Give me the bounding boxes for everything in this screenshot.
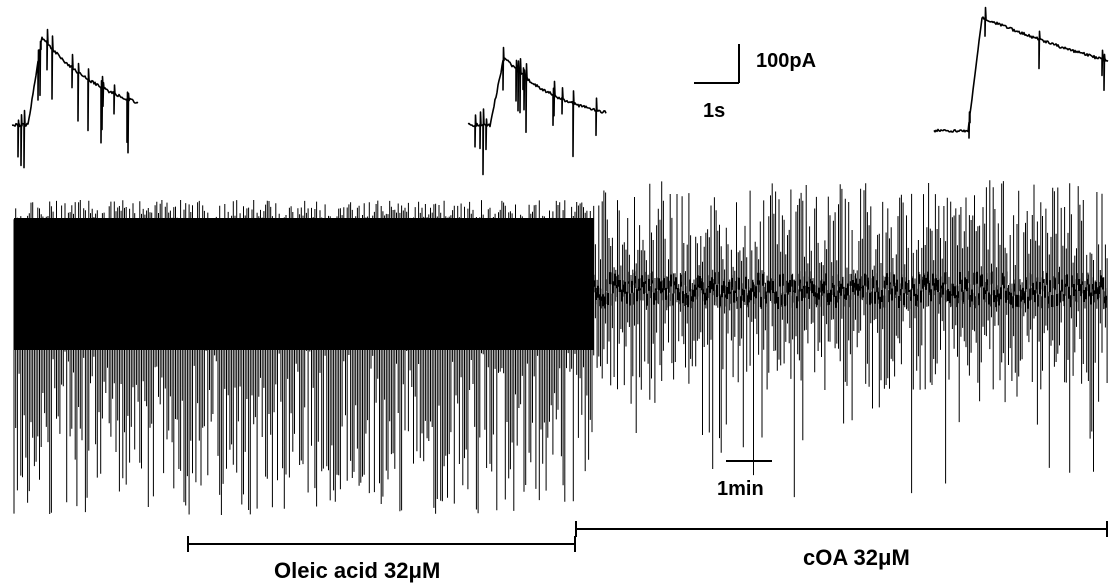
treatment-bar-oleic-acid bbox=[187, 536, 576, 552]
inset-trace-control bbox=[11, 28, 139, 169]
treatment-label-oleic-acid: Oleic acid 32μM bbox=[274, 558, 441, 583]
inset-trace-coa bbox=[933, 6, 1109, 139]
scale-label-current: 100pA bbox=[756, 50, 817, 72]
trace-spikes bbox=[13, 180, 1108, 515]
continuous-recording-trace bbox=[13, 180, 1108, 515]
treatment-bar-coa bbox=[575, 521, 1108, 537]
inset-trace-oleic-acid bbox=[467, 46, 607, 176]
scale-bar-current-time bbox=[694, 44, 740, 84]
scale-label-time-short: 1s bbox=[703, 100, 726, 122]
treatment-label-coa: cOA 32μM bbox=[803, 545, 910, 570]
scale-label-time-long: 1min bbox=[717, 478, 764, 500]
